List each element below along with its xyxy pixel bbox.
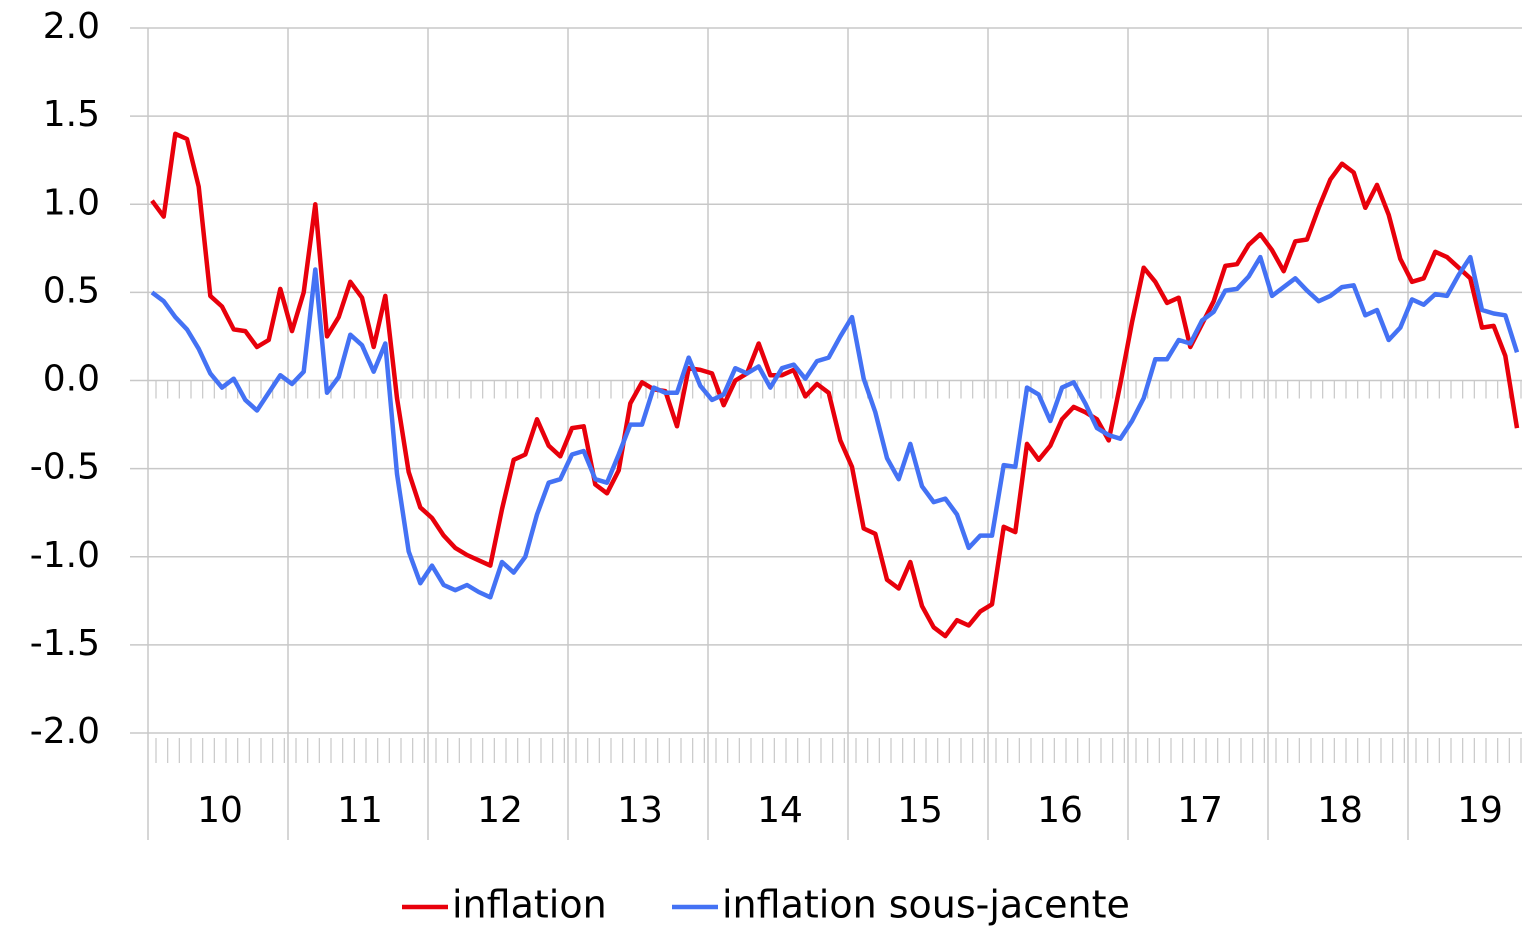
y-tick-label: -1.5	[30, 623, 100, 664]
legend-label: inflation sous-jacente	[722, 883, 1130, 927]
y-tick-label: 0.0	[43, 359, 100, 400]
x-tick-label: 10	[197, 790, 243, 831]
x-tick-label: 12	[477, 790, 523, 831]
y-tick-label: -1.0	[30, 535, 100, 576]
x-tick-label: 11	[337, 790, 383, 831]
x-tick-label: 19	[1457, 790, 1503, 831]
x-tick-label: 18	[1317, 790, 1363, 831]
y-tick-label: 1.5	[43, 94, 100, 135]
x-tick-label: 16	[1037, 790, 1083, 831]
x-tick-label: 17	[1177, 790, 1223, 831]
legend-label: inflation	[452, 883, 607, 927]
x-tick-label: 13	[617, 790, 663, 831]
y-tick-label: -0.5	[30, 447, 100, 488]
series-line	[150, 254, 1520, 600]
y-tick-label: -2.0	[30, 711, 100, 752]
y-tick-label: 1.0	[43, 182, 100, 223]
x-tick-label: 15	[897, 790, 943, 831]
series-line	[150, 131, 1520, 639]
x-tick-label: 14	[757, 790, 803, 831]
y-tick-label: 2.0	[43, 6, 100, 47]
y-tick-label: 0.5	[43, 270, 100, 311]
